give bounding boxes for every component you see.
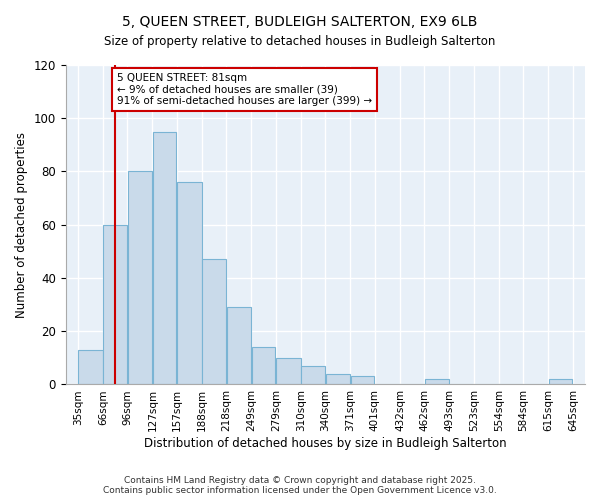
- Bar: [103, 224, 127, 384]
- Text: 5 QUEEN STREET: 81sqm
← 9% of detached houses are smaller (39)
91% of semi-detac: 5 QUEEN STREET: 81sqm ← 9% of detached h…: [117, 73, 372, 106]
- Bar: [425, 379, 449, 384]
- Bar: [128, 172, 152, 384]
- Bar: [202, 260, 226, 384]
- Text: Size of property relative to detached houses in Budleigh Salterton: Size of property relative to detached ho…: [104, 35, 496, 48]
- Bar: [549, 379, 572, 384]
- Bar: [78, 350, 103, 384]
- Bar: [227, 308, 251, 384]
- Y-axis label: Number of detached properties: Number of detached properties: [15, 132, 28, 318]
- X-axis label: Distribution of detached houses by size in Budleigh Salterton: Distribution of detached houses by size …: [144, 437, 506, 450]
- Text: 5, QUEEN STREET, BUDLEIGH SALTERTON, EX9 6LB: 5, QUEEN STREET, BUDLEIGH SALTERTON, EX9…: [122, 15, 478, 29]
- Bar: [252, 347, 275, 385]
- Bar: [326, 374, 350, 384]
- Bar: [301, 366, 325, 384]
- Text: Contains HM Land Registry data © Crown copyright and database right 2025.
Contai: Contains HM Land Registry data © Crown c…: [103, 476, 497, 495]
- Bar: [276, 358, 301, 384]
- Bar: [177, 182, 202, 384]
- Bar: [351, 376, 374, 384]
- Bar: [153, 132, 176, 384]
